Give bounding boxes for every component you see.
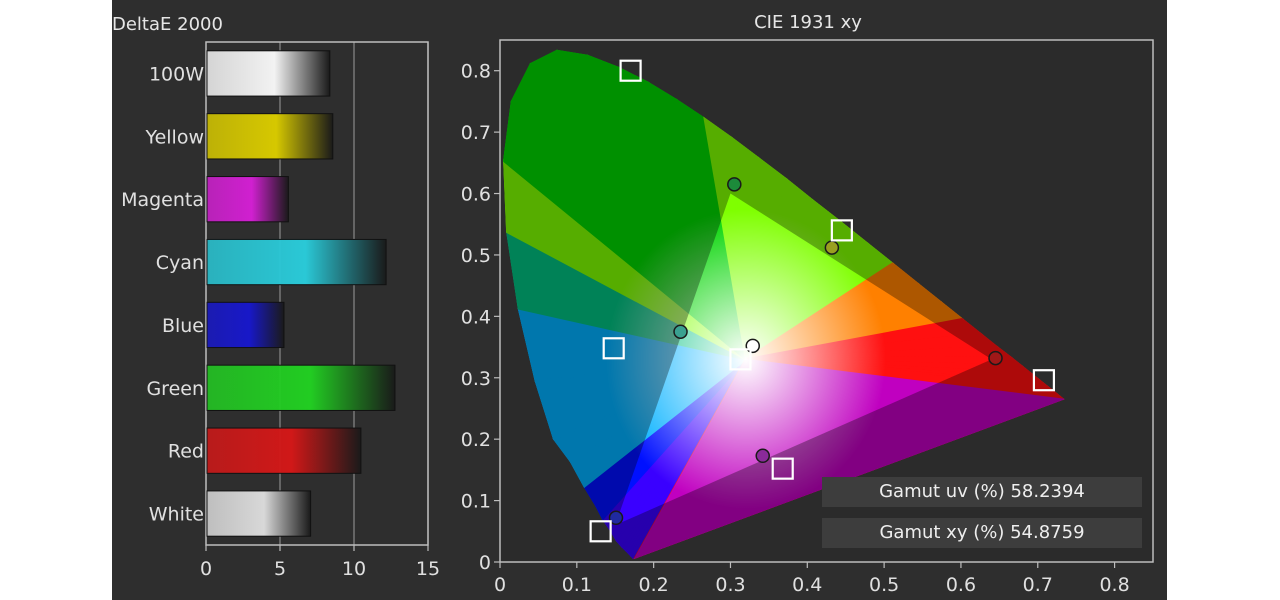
target-square: [729, 348, 752, 371]
y-tick-label: 0.4: [461, 306, 491, 328]
cie-chart-title: CIE 1931 xy: [754, 12, 862, 33]
target-square: [589, 520, 612, 543]
y-tick-label: 0.3: [461, 368, 491, 390]
bar-blue: [206, 301, 285, 349]
x-tick-label: 0.4: [792, 574, 822, 596]
y-tick-label: 0.6: [461, 184, 491, 206]
white-point-glow: [605, 209, 886, 510]
x-tick-label: 0: [200, 558, 212, 580]
bar-green: [206, 364, 396, 411]
target-square: [830, 219, 853, 242]
x-tick-label: 0.3: [715, 574, 745, 596]
gamut-uv-readout: Gamut uv (%) 58.2394: [822, 477, 1142, 507]
deltae-chart-title: DeltaE 2000: [112, 14, 223, 35]
y-tick-label: 0.8: [461, 61, 491, 83]
x-tick-label: 5: [274, 558, 286, 580]
category-label: Blue: [162, 315, 204, 337]
category-label: Yellow: [145, 126, 205, 148]
target-square: [1032, 369, 1056, 392]
gamut-xy-readout: Gamut xy (%) 54.8759: [822, 518, 1142, 548]
measured-point: [727, 177, 742, 192]
y-tick-label: 0.2: [461, 429, 491, 451]
x-tick-label: 0.1: [562, 574, 592, 596]
x-tick-label: 15: [416, 558, 440, 580]
bar-white: [206, 490, 312, 537]
category-label: White: [149, 504, 204, 526]
category-label: Green: [146, 378, 204, 400]
y-tick-label: 0.7: [461, 122, 491, 144]
category-label: 100W: [149, 63, 204, 85]
category-label: Cyan: [156, 252, 204, 274]
target-square: [619, 59, 642, 82]
x-tick-label: 0.6: [946, 574, 976, 596]
y-tick-label: 0: [479, 552, 491, 574]
y-tick-label: 0.1: [461, 491, 491, 513]
x-tick-label: 10: [342, 558, 366, 580]
target-square: [771, 457, 794, 480]
category-label: Magenta: [121, 189, 204, 211]
bar-100w: [206, 50, 331, 97]
x-tick-label: 0.7: [1023, 574, 1053, 596]
x-tick-label: 0.8: [1099, 574, 1129, 596]
x-tick-label: 0.5: [869, 574, 899, 596]
category-label: Red: [168, 441, 204, 463]
target-square: [602, 337, 625, 360]
bar-cyan: [206, 238, 387, 286]
bar-plot-frame: [205, 41, 429, 546]
bar-red: [206, 427, 362, 474]
cie-plot-frame: [499, 39, 1154, 563]
measured-point: [755, 448, 770, 464]
y-tick-label: 0.5: [461, 245, 491, 267]
measured-point: [608, 510, 624, 526]
bar-yellow: [206, 113, 334, 160]
measured-point: [988, 350, 1003, 366]
bar-magenta: [206, 176, 289, 223]
x-tick-label: 0.2: [639, 574, 669, 596]
x-tick-label: 0: [494, 574, 506, 596]
measured-point: [824, 240, 840, 255]
measured-point: [673, 324, 688, 339]
